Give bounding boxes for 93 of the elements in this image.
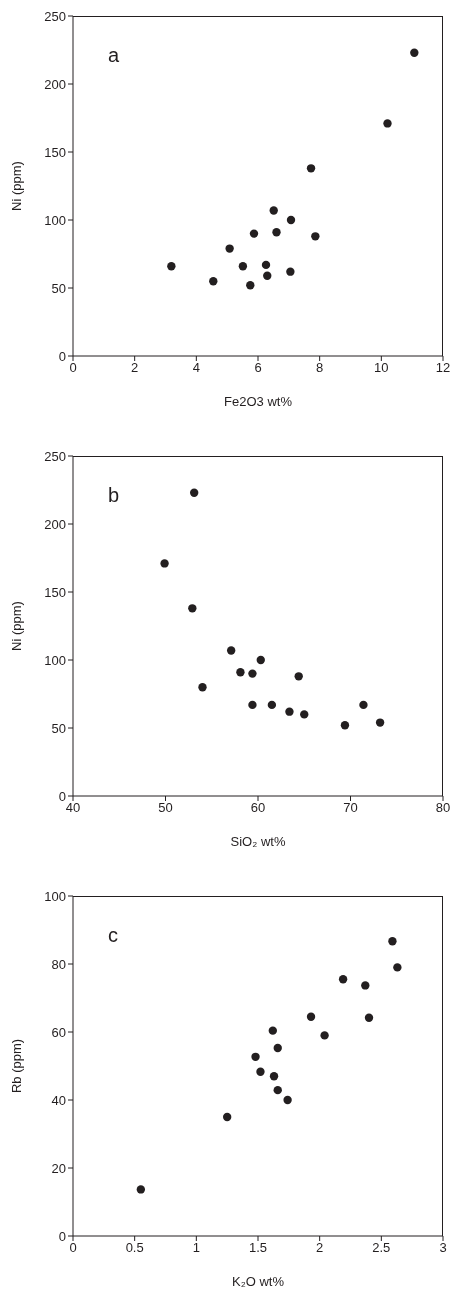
point <box>388 937 397 946</box>
y-tick-label: 50 <box>51 280 66 296</box>
point <box>226 646 236 655</box>
x-tick-label: 3 <box>439 1240 447 1256</box>
x-tick-label: 6 <box>254 360 262 376</box>
point <box>410 48 419 57</box>
x-tick-label: 1.5 <box>248 1240 268 1256</box>
x-tick-label: 2 <box>131 360 139 376</box>
point <box>167 262 176 271</box>
point <box>320 1031 329 1040</box>
y-tick-label: 100 <box>44 888 66 904</box>
point <box>189 488 199 497</box>
point <box>249 229 259 238</box>
point <box>251 1052 260 1061</box>
point <box>361 981 370 990</box>
x-tick-label: 4 <box>192 360 200 376</box>
point <box>364 1013 374 1022</box>
y-tick-label: 100 <box>44 652 66 668</box>
point <box>238 262 248 271</box>
y-tick-label: 200 <box>44 516 66 532</box>
y-tick-label: 250 <box>44 8 66 24</box>
point <box>306 1012 316 1021</box>
x-tick-label: 0.5 <box>125 1240 144 1256</box>
point <box>272 228 281 237</box>
point <box>383 119 392 128</box>
x-tick-label: 50 <box>158 800 173 816</box>
x-tick-label: 70 <box>343 800 358 816</box>
point <box>263 271 272 280</box>
y-tick-label: 0 <box>58 788 66 804</box>
x-tick-label: 12 <box>435 360 451 376</box>
point <box>248 669 257 678</box>
point <box>273 1043 282 1053</box>
point <box>136 1185 146 1194</box>
annotation: b <box>108 484 120 507</box>
point <box>236 668 245 677</box>
point <box>269 206 278 215</box>
point <box>294 672 303 681</box>
y-tick-label: 100 <box>44 212 66 228</box>
y-tick-label: 0 <box>58 1228 66 1244</box>
y-tick-label: 200 <box>44 76 66 92</box>
point <box>269 1072 279 1081</box>
x-tick-label: 0 <box>69 360 77 376</box>
point <box>188 604 197 613</box>
point <box>256 1067 265 1076</box>
y-tick-label: 20 <box>51 1160 66 1176</box>
x-tick-label: 2.5 <box>372 1240 391 1256</box>
x-tick-label: 0 <box>69 1240 77 1256</box>
point <box>300 710 309 719</box>
x-tick-label: 2 <box>316 1240 324 1256</box>
point <box>311 232 320 241</box>
point <box>248 700 257 710</box>
point <box>267 700 277 710</box>
y-tick-label: 50 <box>51 720 66 736</box>
x-tick-label: 60 <box>250 800 266 816</box>
point <box>261 260 271 270</box>
y-tick-label: 0 <box>58 348 66 364</box>
y-axis-title: Rb (ppm) <box>8 1038 24 1094</box>
point <box>285 707 294 716</box>
y-tick-label: 250 <box>44 448 66 464</box>
point <box>268 1026 277 1035</box>
annotation: a <box>108 44 120 67</box>
point <box>393 963 402 972</box>
point <box>256 655 265 665</box>
y-tick-label: 40 <box>51 1092 66 1108</box>
y-tick-label: 150 <box>44 584 66 600</box>
x-axis-title: Fe2O3 wt% <box>224 394 293 409</box>
annotation: c <box>108 924 118 947</box>
point <box>160 559 169 568</box>
point <box>273 1085 282 1095</box>
y-tick-label: 60 <box>51 1024 66 1040</box>
point <box>222 1112 232 1122</box>
point <box>359 700 368 710</box>
point <box>306 164 316 173</box>
point <box>198 683 207 692</box>
x-tick-label: 10 <box>374 360 389 376</box>
point <box>283 1095 292 1105</box>
point <box>246 281 255 290</box>
point <box>340 721 350 730</box>
y-axis-title: Ni (ppm) <box>8 161 24 211</box>
x-tick-label: 1 <box>192 1240 200 1256</box>
point <box>375 718 385 727</box>
y-tick-label: 80 <box>51 956 66 972</box>
y-axis-title: Ni (ppm) <box>8 601 24 651</box>
point <box>338 975 348 984</box>
point <box>286 215 296 225</box>
y-tick-label: 150 <box>44 144 66 160</box>
point <box>209 277 218 286</box>
x-tick-label: 8 <box>316 360 324 376</box>
x-axis-title: SiO₂ wt% <box>230 834 286 849</box>
x-tick-label: 80 <box>435 800 451 816</box>
point <box>225 244 234 253</box>
point <box>286 267 295 276</box>
x-axis-title: K₂O wt% <box>232 1274 285 1289</box>
